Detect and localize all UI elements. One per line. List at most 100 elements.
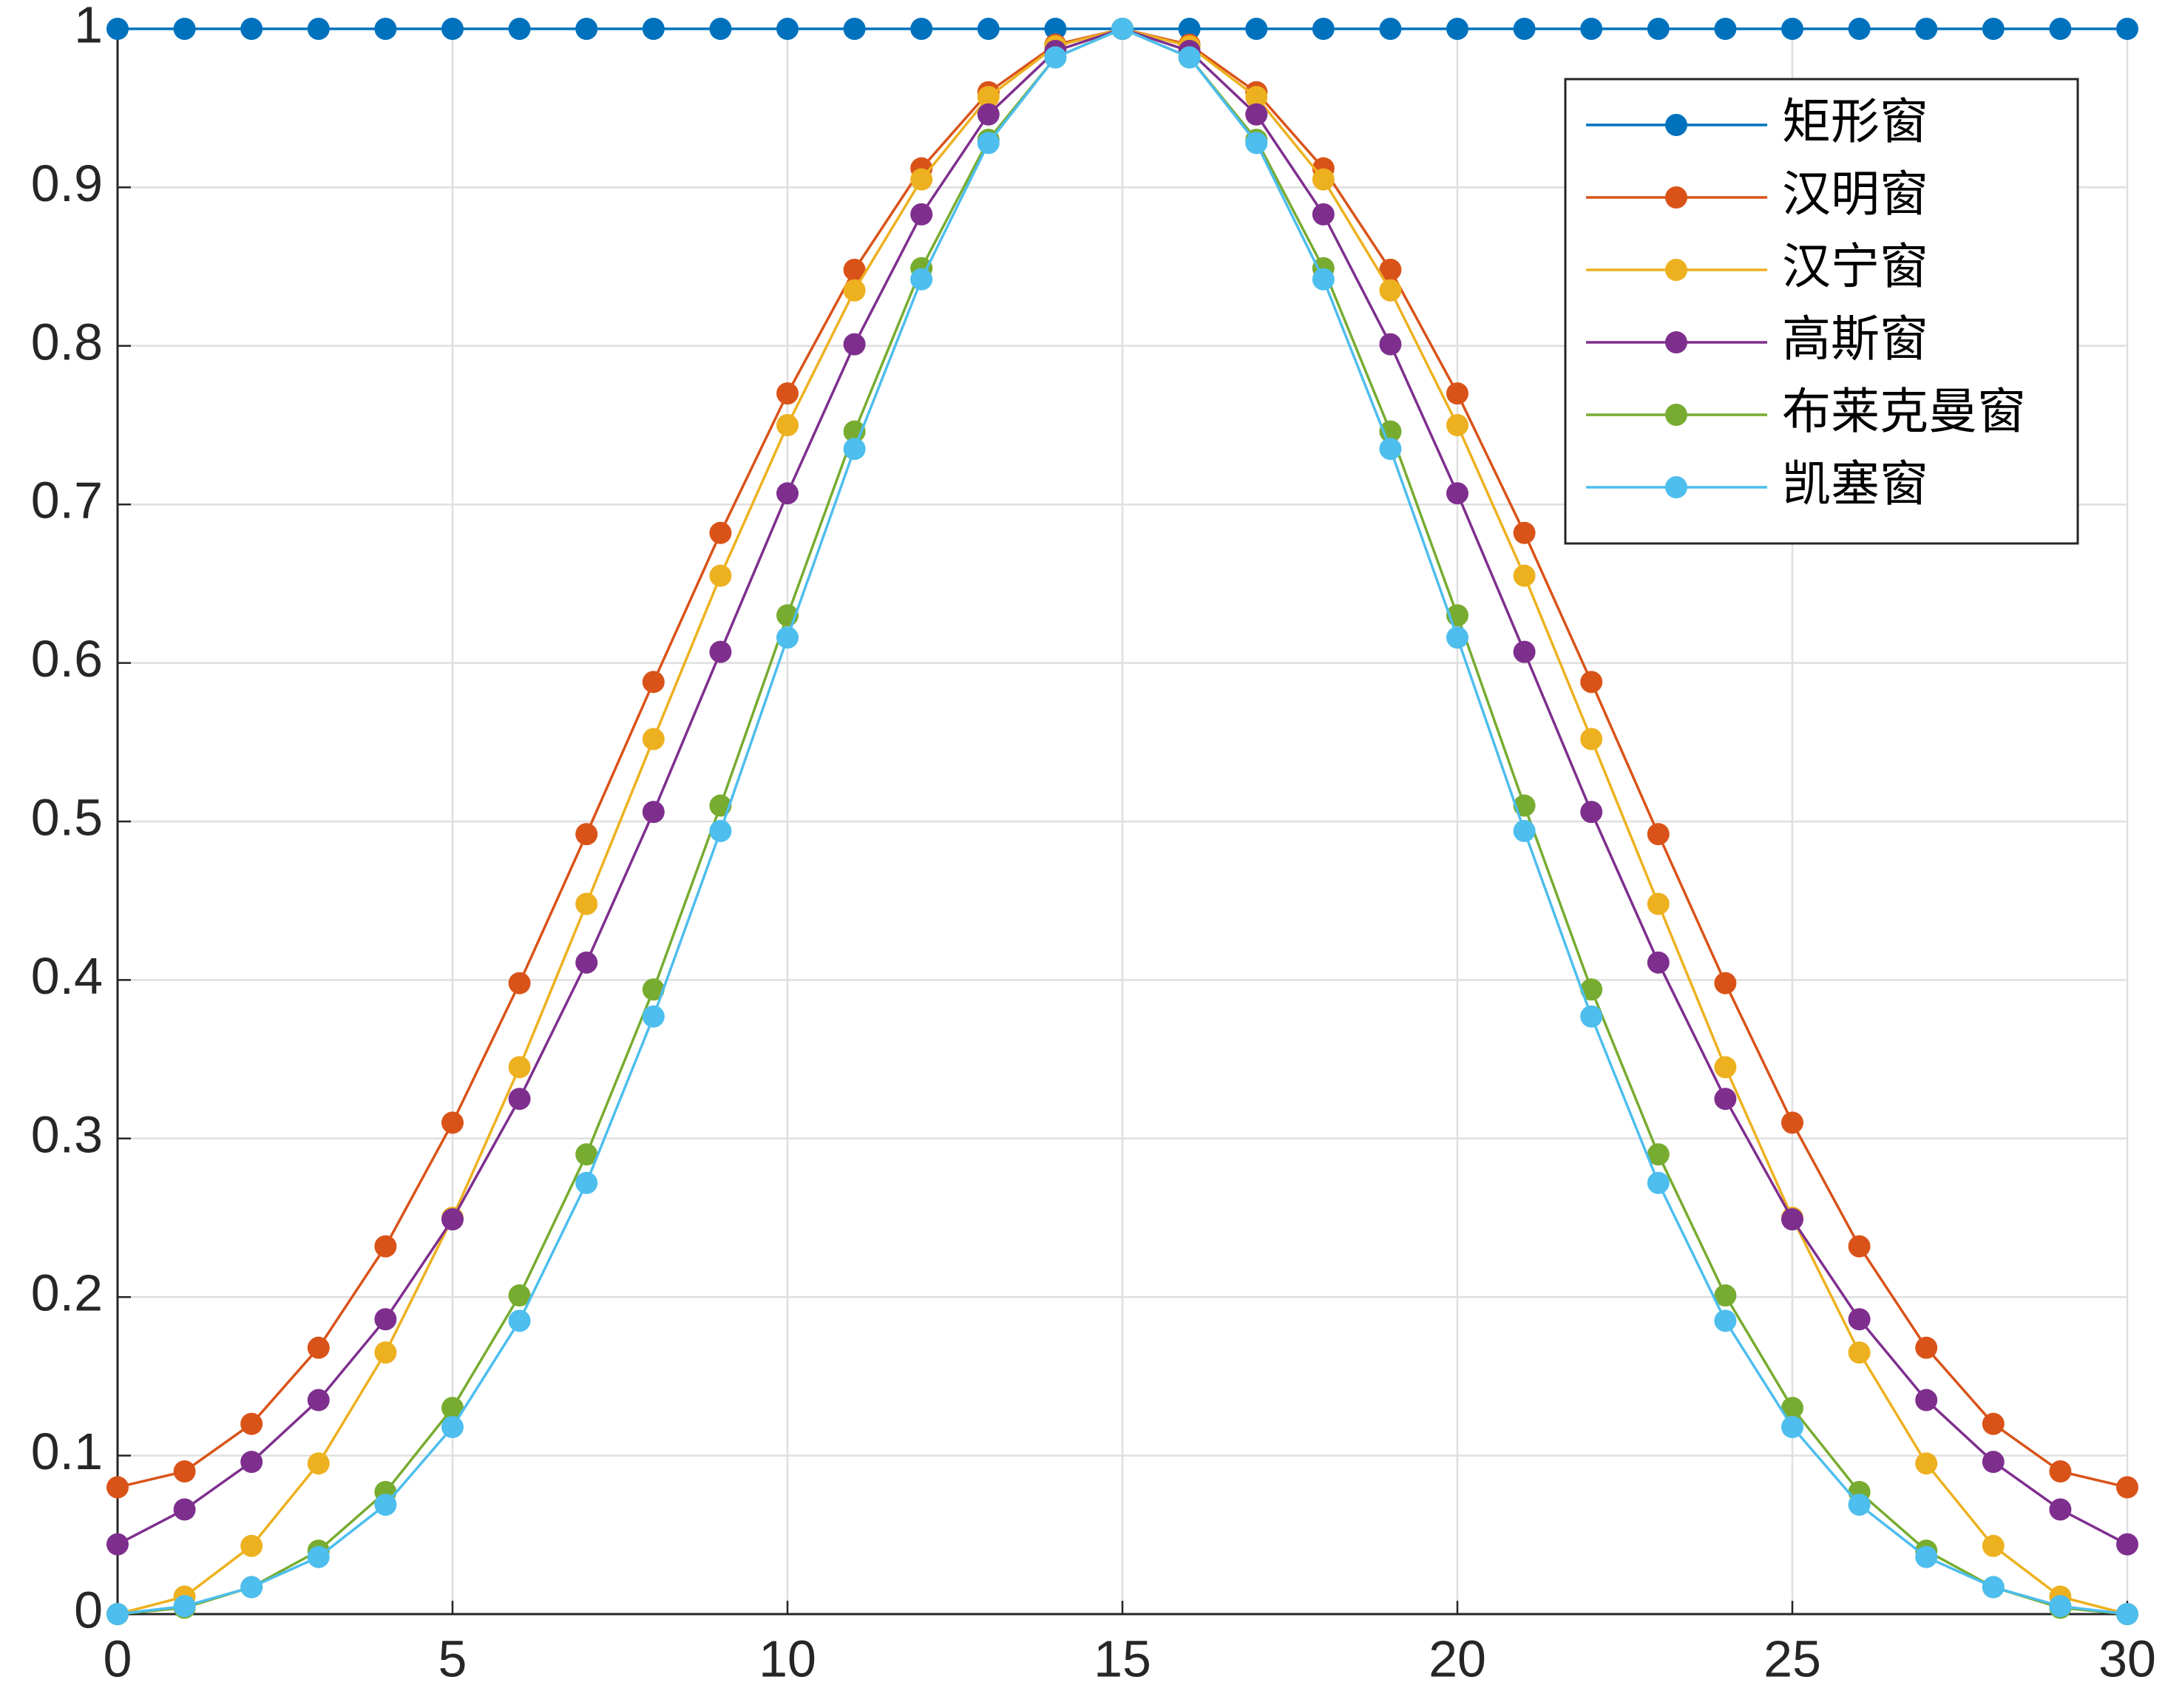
data-point: [1580, 978, 1603, 1001]
data-point: [776, 626, 799, 649]
y-tick-label: 0.3: [31, 1105, 103, 1163]
data-point: [240, 18, 263, 40]
data-point: [1312, 268, 1335, 291]
legend-marker: [1665, 331, 1687, 353]
data-point: [709, 521, 732, 544]
data-point: [575, 18, 598, 40]
data-point: [1513, 819, 1536, 842]
x-tick-label: 25: [1763, 1630, 1821, 1687]
data-point: [1848, 1235, 1871, 1258]
data-point: [1580, 18, 1603, 40]
data-point: [642, 801, 665, 824]
legend-box: [1564, 78, 2079, 545]
data-point: [2049, 1498, 2072, 1521]
data-point: [1982, 1576, 2005, 1599]
data-point: [843, 438, 866, 461]
data-point: [1781, 18, 1803, 40]
data-point: [1781, 1111, 1803, 1134]
data-point: [1245, 103, 1268, 126]
y-tick-label: 0.8: [31, 313, 103, 370]
data-point: [776, 414, 799, 436]
y-tick-label: 0.2: [31, 1264, 103, 1322]
data-point: [1982, 1412, 2005, 1435]
data-point: [776, 482, 799, 505]
data-point: [240, 1534, 263, 1557]
data-point: [776, 18, 799, 40]
legend-marker: [1665, 259, 1687, 281]
data-point: [173, 1498, 196, 1521]
data-point: [173, 1460, 196, 1483]
data-point: [374, 1494, 397, 1516]
data-point: [173, 18, 196, 40]
data-point: [1446, 18, 1468, 40]
data-point: [508, 1284, 531, 1307]
legend-marker: [1665, 476, 1687, 498]
data-point: [1647, 18, 1670, 40]
data-point: [1714, 18, 1737, 40]
data-point: [1379, 18, 1402, 40]
data-point: [1580, 671, 1603, 694]
data-point: [1446, 382, 1468, 405]
data-point: [1446, 482, 1468, 505]
data-point: [709, 819, 732, 842]
data-point: [843, 258, 866, 281]
data-point: [240, 1451, 263, 1474]
data-point: [307, 18, 330, 40]
data-point: [1982, 1534, 2005, 1557]
data-point: [1580, 1005, 1603, 1028]
data-point: [575, 951, 598, 974]
data-point: [2116, 1603, 2138, 1625]
data-point: [977, 103, 1000, 126]
data-point: [843, 18, 866, 40]
data-point: [910, 203, 933, 226]
data-point: [1312, 18, 1335, 40]
data-point: [709, 640, 732, 663]
data-point: [1245, 18, 1268, 40]
data-point: [1848, 1494, 1871, 1516]
data-point: [240, 1412, 263, 1435]
data-point: [1714, 1309, 1737, 1332]
data-point: [1379, 279, 1402, 302]
data-point: [977, 132, 1000, 155]
data-point: [910, 268, 933, 291]
data-point: [977, 18, 1000, 40]
data-point: [642, 18, 665, 40]
data-point: [1044, 46, 1067, 69]
data-point: [1044, 18, 1067, 40]
legend-label: 凯塞窗: [1782, 455, 1928, 512]
x-tick-label: 0: [104, 1630, 132, 1687]
data-point: [843, 333, 866, 356]
data-point: [2116, 1533, 2138, 1556]
data-point: [1915, 1336, 1938, 1359]
data-point: [508, 1309, 531, 1332]
legend-label: 高斯窗: [1782, 311, 1928, 367]
data-point: [1781, 1208, 1803, 1231]
data-point: [1446, 626, 1468, 649]
data-point: [508, 1088, 531, 1111]
data-point: [508, 18, 531, 40]
legend-label: 汉明窗: [1782, 166, 1928, 223]
data-point: [1647, 1171, 1670, 1194]
data-point: [642, 671, 665, 694]
legend-label: 汉宁窗: [1782, 238, 1928, 295]
data-point: [173, 1595, 196, 1618]
data-point: [1379, 258, 1402, 281]
data-point: [709, 18, 732, 40]
data-point: [575, 1171, 598, 1194]
data-point: [508, 972, 531, 994]
data-point: [642, 1005, 665, 1028]
data-point: [1513, 564, 1536, 587]
y-tick-label: 0.1: [31, 1423, 103, 1480]
y-tick-label: 0.6: [31, 630, 103, 688]
data-point: [1714, 1056, 1737, 1079]
data-point: [106, 1476, 129, 1499]
y-tick-label: 0.9: [31, 155, 103, 212]
legend-label: 矩形窗: [1782, 93, 1928, 150]
data-point: [1982, 18, 2005, 40]
data-point: [642, 978, 665, 1001]
data-point: [1513, 18, 1536, 40]
data-point: [1915, 1452, 1938, 1475]
data-point: [106, 1533, 129, 1556]
